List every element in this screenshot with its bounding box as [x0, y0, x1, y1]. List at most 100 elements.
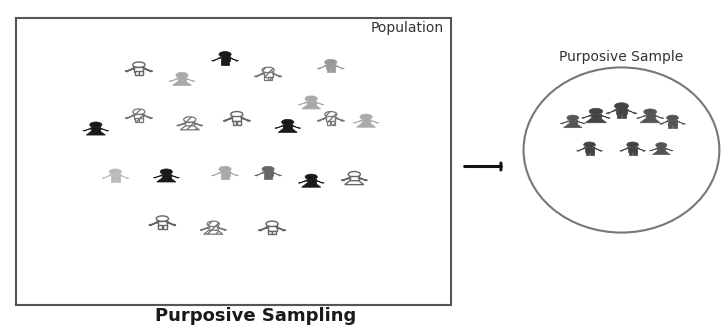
Polygon shape [649, 148, 657, 151]
FancyBboxPatch shape [268, 231, 272, 234]
Polygon shape [223, 117, 232, 121]
Circle shape [325, 112, 337, 117]
Circle shape [132, 109, 145, 115]
Circle shape [589, 108, 603, 115]
Polygon shape [100, 128, 109, 131]
Polygon shape [636, 115, 646, 119]
FancyBboxPatch shape [139, 72, 143, 75]
Circle shape [90, 122, 102, 128]
Polygon shape [278, 129, 297, 133]
FancyBboxPatch shape [221, 176, 225, 179]
Polygon shape [577, 121, 585, 124]
Polygon shape [167, 221, 176, 225]
FancyBboxPatch shape [283, 124, 292, 129]
Circle shape [627, 142, 638, 147]
Circle shape [305, 174, 317, 180]
Polygon shape [315, 102, 324, 105]
FancyBboxPatch shape [226, 176, 229, 179]
FancyBboxPatch shape [237, 121, 241, 125]
FancyBboxPatch shape [616, 108, 627, 114]
FancyBboxPatch shape [331, 121, 335, 125]
Polygon shape [637, 147, 646, 151]
Polygon shape [169, 78, 178, 82]
Circle shape [207, 221, 219, 227]
Polygon shape [640, 119, 660, 123]
FancyBboxPatch shape [221, 171, 229, 176]
Polygon shape [654, 115, 664, 119]
FancyBboxPatch shape [221, 56, 229, 62]
FancyBboxPatch shape [307, 179, 315, 183]
Circle shape [219, 52, 231, 57]
Polygon shape [292, 125, 301, 129]
Circle shape [132, 62, 145, 68]
FancyBboxPatch shape [326, 116, 336, 122]
FancyBboxPatch shape [16, 18, 451, 305]
Polygon shape [143, 67, 152, 72]
Polygon shape [277, 226, 285, 231]
Circle shape [219, 166, 231, 172]
Polygon shape [218, 227, 226, 230]
FancyBboxPatch shape [92, 127, 100, 131]
FancyBboxPatch shape [178, 77, 186, 82]
FancyBboxPatch shape [628, 147, 637, 152]
FancyBboxPatch shape [139, 119, 143, 122]
Polygon shape [229, 57, 239, 61]
FancyBboxPatch shape [158, 225, 162, 229]
Polygon shape [627, 109, 637, 114]
Polygon shape [255, 73, 264, 77]
Polygon shape [273, 73, 282, 77]
Polygon shape [301, 105, 321, 109]
FancyBboxPatch shape [591, 114, 601, 118]
FancyBboxPatch shape [673, 124, 676, 128]
FancyBboxPatch shape [232, 116, 241, 122]
FancyBboxPatch shape [111, 174, 120, 179]
FancyBboxPatch shape [350, 176, 359, 181]
Polygon shape [353, 120, 362, 123]
FancyBboxPatch shape [307, 101, 315, 105]
Polygon shape [258, 226, 267, 231]
FancyBboxPatch shape [327, 121, 331, 125]
Polygon shape [204, 230, 223, 234]
FancyBboxPatch shape [111, 178, 115, 182]
Polygon shape [143, 114, 152, 119]
FancyBboxPatch shape [158, 221, 167, 226]
FancyBboxPatch shape [590, 151, 593, 155]
Polygon shape [561, 121, 569, 124]
Polygon shape [317, 65, 326, 69]
FancyBboxPatch shape [264, 72, 273, 77]
FancyBboxPatch shape [628, 151, 633, 155]
FancyBboxPatch shape [226, 61, 229, 65]
FancyBboxPatch shape [135, 67, 143, 72]
FancyBboxPatch shape [269, 176, 272, 179]
Polygon shape [585, 118, 606, 123]
Circle shape [360, 114, 372, 120]
FancyBboxPatch shape [617, 114, 621, 118]
Polygon shape [336, 117, 344, 121]
FancyBboxPatch shape [135, 72, 138, 75]
Polygon shape [255, 171, 264, 176]
FancyBboxPatch shape [209, 226, 218, 230]
Polygon shape [606, 109, 616, 114]
FancyBboxPatch shape [326, 64, 336, 69]
Polygon shape [577, 147, 585, 151]
Polygon shape [341, 177, 350, 181]
Polygon shape [357, 123, 376, 127]
Circle shape [109, 169, 122, 174]
FancyBboxPatch shape [269, 77, 272, 80]
Circle shape [157, 216, 168, 221]
Polygon shape [660, 120, 668, 125]
Polygon shape [154, 174, 162, 178]
Polygon shape [125, 114, 135, 119]
Circle shape [325, 59, 337, 65]
Polygon shape [211, 171, 221, 176]
FancyBboxPatch shape [267, 226, 277, 231]
Circle shape [567, 115, 579, 121]
Polygon shape [157, 178, 176, 182]
Polygon shape [563, 124, 582, 128]
Circle shape [667, 115, 678, 121]
Polygon shape [241, 117, 250, 121]
FancyBboxPatch shape [668, 124, 672, 128]
Polygon shape [229, 171, 239, 176]
Text: Population: Population [371, 21, 444, 35]
Polygon shape [301, 183, 321, 187]
